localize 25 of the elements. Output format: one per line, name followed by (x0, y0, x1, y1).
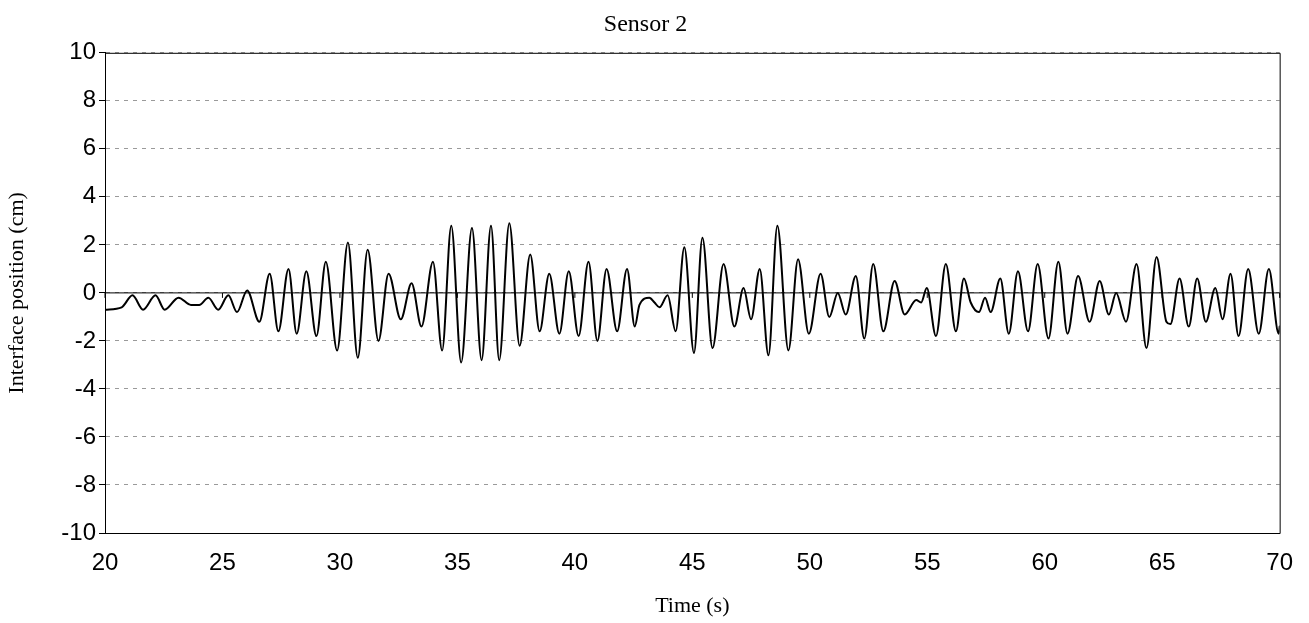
y-tick-label: -10 (61, 517, 96, 545)
y-tick-label: 8 (82, 85, 96, 113)
y-tick-label: -8 (74, 469, 96, 497)
x-tick-label: 25 (209, 548, 236, 576)
x-tick-label: 40 (561, 548, 589, 576)
y-tick-label: 6 (82, 133, 96, 161)
x-axis-title: Time (s) (655, 591, 730, 617)
y-tick-label: 2 (82, 229, 96, 257)
x-tick-label: 60 (1031, 548, 1059, 576)
y-axis-title: Interface position (cm) (2, 192, 28, 394)
x-tick-label: 30 (326, 548, 354, 576)
x-tick-label: 70 (1266, 548, 1293, 576)
x-tick-label: 35 (444, 548, 471, 576)
y-tick-label: 0 (82, 277, 96, 305)
x-tick-label: 65 (1148, 548, 1176, 576)
chart-title: Sensor 2 (603, 9, 688, 36)
y-tick-label: -4 (74, 373, 96, 401)
y-tick-label: -2 (74, 325, 96, 353)
x-tick-label: 50 (796, 548, 824, 576)
y-tick-label: 10 (69, 37, 96, 65)
y-tick-label: 4 (82, 181, 96, 209)
y-tick-label: -6 (74, 421, 96, 449)
x-tick-label: 45 (678, 548, 706, 576)
x-tick-label: 55 (913, 548, 941, 576)
x-tick-label: 20 (91, 548, 119, 576)
